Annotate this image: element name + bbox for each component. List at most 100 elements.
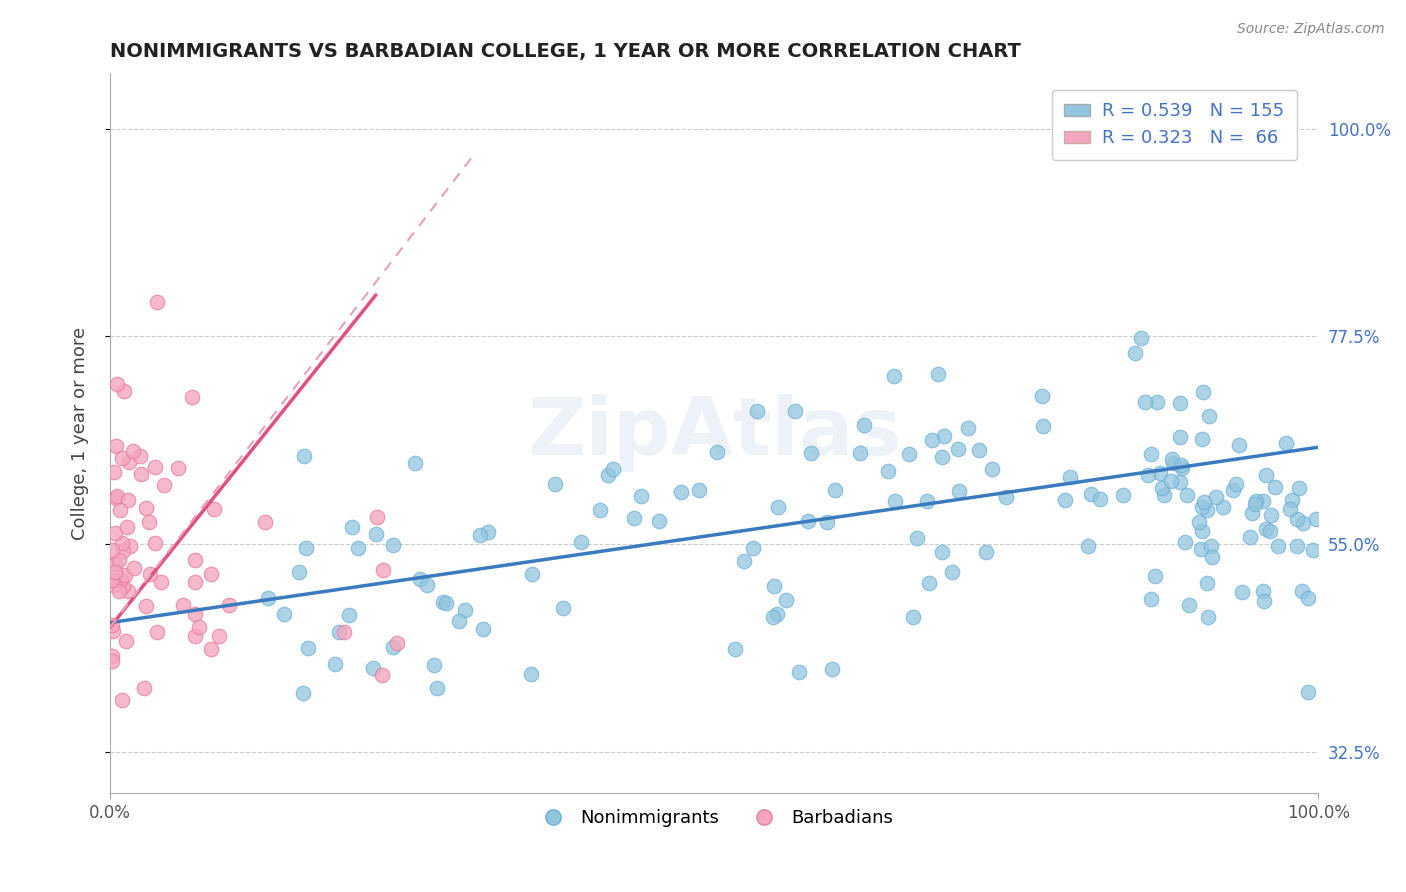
Nonimmigrants	[623, 511, 645, 525]
Barbadians	[183, 607, 205, 621]
Barbadians	[104, 491, 127, 505]
Barbadians	[104, 525, 127, 540]
Nonimmigrants	[292, 449, 315, 463]
Text: Source: ZipAtlas.com: Source: ZipAtlas.com	[1237, 22, 1385, 37]
Nonimmigrants	[337, 608, 360, 623]
Nonimmigrants	[941, 565, 963, 579]
Nonimmigrants	[1031, 389, 1053, 403]
Nonimmigrants	[1285, 512, 1308, 526]
Nonimmigrants	[520, 566, 543, 581]
Barbadians	[101, 543, 124, 558]
Nonimmigrants	[328, 625, 350, 640]
Nonimmigrants	[1146, 395, 1168, 409]
Nonimmigrants	[1150, 481, 1173, 495]
Nonimmigrants	[1205, 490, 1227, 504]
Barbadians	[101, 654, 124, 668]
Legend: Nonimmigrants, Barbadians: Nonimmigrants, Barbadians	[527, 802, 900, 835]
Barbadians	[122, 444, 145, 458]
Nonimmigrants	[1191, 500, 1213, 515]
Barbadians	[128, 450, 150, 464]
Nonimmigrants	[1195, 576, 1218, 591]
Nonimmigrants	[688, 483, 710, 497]
Nonimmigrants	[1111, 488, 1133, 502]
Nonimmigrants	[1267, 539, 1289, 553]
Nonimmigrants	[544, 476, 567, 491]
Barbadians	[104, 557, 127, 571]
Nonimmigrants	[849, 445, 872, 459]
Barbadians	[253, 516, 276, 530]
Nonimmigrants	[974, 544, 997, 558]
Nonimmigrants	[1198, 409, 1220, 423]
Nonimmigrants	[364, 526, 387, 541]
Nonimmigrants	[927, 368, 949, 382]
Barbadians	[105, 377, 128, 392]
Barbadians	[134, 681, 156, 696]
Barbadians	[105, 489, 128, 503]
Nonimmigrants	[1170, 458, 1192, 472]
Nonimmigrants	[815, 515, 838, 529]
Nonimmigrants	[1059, 469, 1081, 483]
Nonimmigrants	[1241, 506, 1264, 520]
Nonimmigrants	[763, 579, 786, 593]
Nonimmigrants	[852, 417, 875, 432]
Barbadians	[101, 618, 124, 632]
Nonimmigrants	[1170, 461, 1192, 475]
Nonimmigrants	[1032, 418, 1054, 433]
Barbadians	[111, 693, 134, 707]
Nonimmigrants	[981, 461, 1004, 475]
Nonimmigrants	[1296, 685, 1319, 699]
Barbadians	[371, 563, 394, 577]
Nonimmigrants	[821, 662, 844, 676]
Barbadians	[111, 544, 134, 558]
Nonimmigrants	[1292, 516, 1315, 530]
Nonimmigrants	[382, 538, 405, 552]
Barbadians	[115, 634, 138, 648]
Nonimmigrants	[1239, 530, 1261, 544]
Nonimmigrants	[918, 576, 941, 591]
Nonimmigrants	[520, 667, 543, 681]
Nonimmigrants	[1256, 468, 1278, 483]
Nonimmigrants	[1281, 492, 1303, 507]
Barbadians	[333, 625, 356, 640]
Nonimmigrants	[1144, 568, 1167, 582]
Barbadians	[122, 561, 145, 575]
Nonimmigrants	[915, 494, 938, 508]
Nonimmigrants	[257, 591, 280, 605]
Nonimmigrants	[669, 485, 692, 500]
Nonimmigrants	[1188, 516, 1211, 530]
Nonimmigrants	[361, 661, 384, 675]
Nonimmigrants	[551, 601, 574, 615]
Nonimmigrants	[1275, 436, 1298, 450]
Nonimmigrants	[1161, 451, 1184, 466]
Barbadians	[117, 493, 139, 508]
Nonimmigrants	[1258, 524, 1281, 538]
Nonimmigrants	[706, 445, 728, 459]
Barbadians	[108, 553, 131, 567]
Nonimmigrants	[1197, 609, 1219, 624]
Barbadians	[101, 624, 124, 639]
Nonimmigrants	[921, 433, 943, 447]
Y-axis label: College, 1 year or more: College, 1 year or more	[72, 326, 89, 540]
Nonimmigrants	[994, 491, 1017, 505]
Nonimmigrants	[745, 403, 768, 417]
Barbadians	[112, 384, 135, 398]
Nonimmigrants	[1199, 540, 1222, 554]
Nonimmigrants	[273, 607, 295, 621]
Nonimmigrants	[1191, 524, 1213, 538]
Barbadians	[208, 629, 231, 643]
Nonimmigrants	[723, 641, 745, 656]
Nonimmigrants	[1160, 474, 1182, 488]
Nonimmigrants	[897, 446, 920, 460]
Nonimmigrants	[787, 665, 810, 680]
Nonimmigrants	[449, 614, 471, 628]
Nonimmigrants	[1286, 539, 1309, 553]
Nonimmigrants	[876, 464, 898, 478]
Nonimmigrants	[766, 500, 789, 515]
Barbadians	[103, 465, 125, 479]
Barbadians	[135, 599, 157, 614]
Barbadians	[114, 568, 136, 582]
Barbadians	[187, 620, 209, 634]
Nonimmigrants	[800, 446, 823, 460]
Nonimmigrants	[1244, 497, 1267, 511]
Barbadians	[117, 583, 139, 598]
